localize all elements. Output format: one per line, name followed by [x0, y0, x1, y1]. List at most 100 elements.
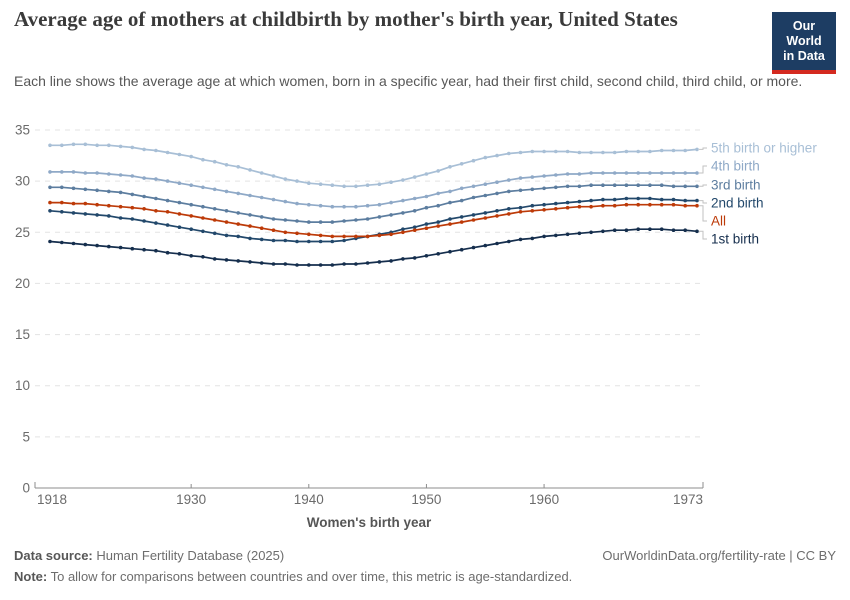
series-point-3rd-birth[interactable]: [459, 198, 464, 203]
series-point-3rd-birth[interactable]: [271, 217, 276, 221]
series-point-3rd-birth[interactable]: [518, 188, 523, 193]
series-point-2nd-birth[interactable]: [95, 213, 99, 217]
series-point-1st-birth[interactable]: [495, 241, 499, 246]
series-point-all[interactable]: [648, 202, 652, 207]
series-point-5th-birth-or-higher[interactable]: [601, 150, 605, 155]
series-point-3rd-birth[interactable]: [118, 190, 123, 195]
series-point-3rd-birth[interactable]: [318, 220, 323, 224]
series-point-2nd-birth[interactable]: [307, 239, 311, 244]
series-point-5th-birth-or-higher[interactable]: [342, 184, 346, 189]
series-point-all[interactable]: [283, 230, 288, 235]
series-point-3rd-birth[interactable]: [48, 185, 52, 190]
series-point-3rd-birth[interactable]: [342, 219, 346, 223]
series-point-1st-birth[interactable]: [636, 227, 640, 231]
series-point-all[interactable]: [671, 202, 676, 207]
series-point-3rd-birth[interactable]: [554, 185, 558, 190]
series-point-2nd-birth[interactable]: [459, 215, 464, 219]
series-point-all[interactable]: [377, 233, 382, 238]
series-point-2nd-birth[interactable]: [330, 239, 335, 244]
series-point-all[interactable]: [107, 203, 111, 208]
series-point-5th-birth-or-higher[interactable]: [659, 148, 664, 153]
series-point-3rd-birth[interactable]: [471, 195, 476, 200]
series-point-2nd-birth[interactable]: [554, 201, 558, 206]
series-point-1st-birth[interactable]: [683, 228, 687, 232]
series-point-3rd-birth[interactable]: [448, 200, 452, 205]
series-point-5th-birth-or-higher[interactable]: [283, 177, 288, 181]
series-point-all[interactable]: [201, 216, 205, 220]
series-point-4th-birth[interactable]: [659, 171, 664, 175]
series-point-1st-birth[interactable]: [507, 239, 511, 244]
series-point-1st-birth[interactable]: [83, 242, 88, 247]
series-point-1st-birth[interactable]: [401, 257, 405, 261]
series-point-4th-birth[interactable]: [518, 176, 523, 180]
series-point-3rd-birth[interactable]: [542, 186, 546, 191]
series-point-1st-birth[interactable]: [248, 260, 252, 264]
series-point-4th-birth[interactable]: [471, 184, 476, 189]
series-point-4th-birth[interactable]: [330, 204, 335, 209]
series-point-4th-birth[interactable]: [577, 172, 582, 176]
series-point-4th-birth[interactable]: [436, 191, 441, 196]
series-point-3rd-birth[interactable]: [424, 205, 429, 210]
series-point-4th-birth[interactable]: [295, 201, 299, 206]
series-point-1st-birth[interactable]: [330, 263, 335, 267]
series-point-4th-birth[interactable]: [307, 202, 311, 207]
series-point-5th-birth-or-higher[interactable]: [612, 150, 617, 155]
series-point-3rd-birth[interactable]: [577, 184, 582, 189]
series-point-all[interactable]: [118, 204, 123, 209]
series-point-3rd-birth[interactable]: [107, 189, 111, 194]
series-point-1st-birth[interactable]: [695, 229, 699, 234]
series-point-2nd-birth[interactable]: [71, 211, 76, 215]
series-point-5th-birth-or-higher[interactable]: [683, 148, 687, 153]
series-point-2nd-birth[interactable]: [412, 225, 417, 229]
series-point-all[interactable]: [354, 234, 358, 239]
series-point-1st-birth[interactable]: [648, 227, 652, 231]
series-point-4th-birth[interactable]: [648, 171, 652, 175]
series-point-5th-birth-or-higher[interactable]: [365, 183, 370, 187]
series-line-3rd-birth[interactable]: [50, 184, 697, 223]
series-point-1st-birth[interactable]: [107, 244, 111, 249]
series-point-1st-birth[interactable]: [671, 228, 676, 232]
series-point-5th-birth-or-higher[interactable]: [495, 153, 499, 158]
series-point-1st-birth[interactable]: [271, 262, 276, 266]
series-point-3rd-birth[interactable]: [165, 198, 170, 203]
series-line-all[interactable]: [50, 201, 697, 238]
series-line-5th-birth-or-higher[interactable]: [50, 143, 698, 188]
series-point-all[interactable]: [177, 212, 182, 216]
series-point-4th-birth[interactable]: [48, 170, 52, 174]
series-point-3rd-birth[interactable]: [283, 218, 288, 222]
series-point-2nd-birth[interactable]: [648, 196, 652, 201]
legend-label-5th-birth-or-higher[interactable]: 5th birth or higher: [711, 141, 817, 156]
series-point-5th-birth-or-higher[interactable]: [118, 144, 123, 149]
series-point-4th-birth[interactable]: [212, 187, 217, 192]
series-point-all[interactable]: [60, 200, 64, 205]
series-point-all[interactable]: [542, 208, 546, 212]
series-point-1st-birth[interactable]: [342, 262, 346, 266]
series-point-4th-birth[interactable]: [318, 203, 323, 208]
series-point-4th-birth[interactable]: [612, 171, 617, 175]
series-point-1st-birth[interactable]: [471, 245, 476, 250]
series-point-3rd-birth[interactable]: [142, 194, 146, 199]
series-point-2nd-birth[interactable]: [271, 238, 276, 243]
series-point-1st-birth[interactable]: [154, 248, 158, 253]
series-point-1st-birth[interactable]: [165, 250, 170, 255]
series-point-1st-birth[interactable]: [459, 247, 464, 252]
series-point-4th-birth[interactable]: [542, 174, 546, 178]
series-point-2nd-birth[interactable]: [295, 239, 299, 244]
series-point-5th-birth-or-higher[interactable]: [389, 180, 393, 184]
series-point-1st-birth[interactable]: [518, 237, 523, 242]
series-point-3rd-birth[interactable]: [507, 189, 511, 194]
series-point-2nd-birth[interactable]: [201, 229, 205, 234]
series-point-all[interactable]: [471, 218, 476, 222]
series-point-5th-birth-or-higher[interactable]: [471, 158, 476, 163]
series-point-2nd-birth[interactable]: [130, 217, 135, 221]
series-point-4th-birth[interactable]: [424, 194, 429, 199]
series-point-3rd-birth[interactable]: [236, 211, 240, 215]
series-point-4th-birth[interactable]: [60, 170, 64, 174]
series-point-all[interactable]: [589, 204, 593, 209]
series-point-1st-birth[interactable]: [283, 262, 288, 266]
series-point-4th-birth[interactable]: [177, 181, 182, 185]
series-point-4th-birth[interactable]: [95, 171, 99, 175]
series-point-1st-birth[interactable]: [60, 240, 64, 245]
series-point-4th-birth[interactable]: [83, 171, 88, 175]
series-point-5th-birth-or-higher[interactable]: [589, 150, 593, 155]
